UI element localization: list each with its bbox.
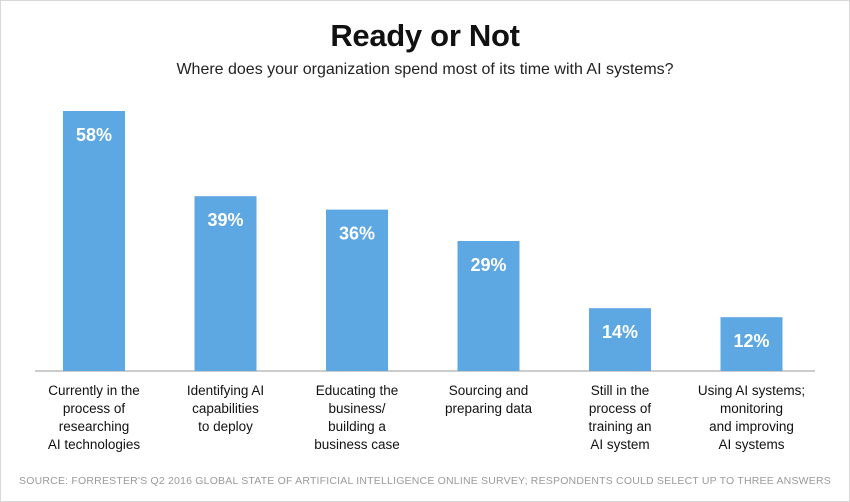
bar-value-label-2: 39% [207, 210, 243, 230]
bar-3 [326, 209, 388, 371]
bar-value-label-3: 36% [339, 224, 375, 244]
category-label-4: Sourcing and preparing data [445, 383, 533, 416]
bar-6 [720, 317, 783, 371]
bar-value-label-5: 14% [602, 322, 638, 342]
category-label-1: Currently in the process of researching AI … [48, 383, 141, 452]
bar-value-label-4: 29% [470, 255, 506, 275]
chart-subtitle: Where does your organization spend most … [176, 61, 674, 78]
category-label-2: Identifying AI capabilities to deploy [187, 383, 264, 434]
category-label-6: Using AI systems; monitoring and improving… [698, 383, 805, 452]
source-note: SOURCE: FORRESTER'S Q2 2016 GLOBAL STATE… [19, 475, 831, 487]
bar-4 [457, 241, 520, 371]
bar-2 [194, 196, 257, 371]
category-label-3: Educating the business/building a business… [314, 383, 400, 452]
bar-1 [63, 111, 125, 371]
bar-5 [589, 308, 651, 371]
bar-value-label-6: 12% [733, 331, 769, 351]
bar-value-label-1: 58% [76, 125, 112, 145]
category-label-5: Still in the process of training an AI syst… [588, 383, 651, 452]
chart-title: Ready or Not [330, 18, 520, 53]
